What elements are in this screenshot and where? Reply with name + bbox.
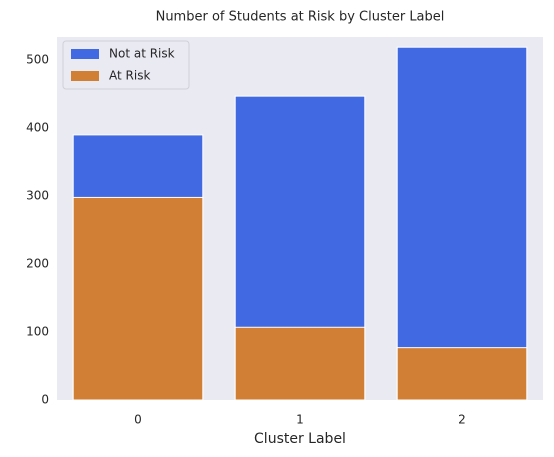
legend-swatch	[71, 49, 99, 59]
y-tick-label: 300	[26, 189, 49, 203]
x-tick-label: 0	[134, 413, 142, 427]
y-tick-label: 500	[26, 53, 49, 67]
chart-title: Number of Students at Risk by Cluster La…	[156, 10, 445, 25]
y-tick-label: 200	[26, 257, 49, 271]
x-axis-label: Cluster Label	[254, 431, 346, 447]
legend-swatch	[71, 71, 99, 81]
x-tick-label: 2	[458, 413, 466, 427]
x-tick-label: 1	[296, 413, 304, 427]
y-tick-label: 100	[26, 325, 49, 339]
bar	[234, 326, 366, 401]
legend-label: Not at Risk	[109, 47, 175, 61]
bar	[72, 196, 204, 401]
legend-label: At Risk	[109, 69, 150, 83]
bar	[396, 46, 528, 401]
y-tick-label: 0	[41, 393, 49, 407]
bar	[396, 347, 528, 401]
y-tick-label: 400	[26, 121, 49, 135]
